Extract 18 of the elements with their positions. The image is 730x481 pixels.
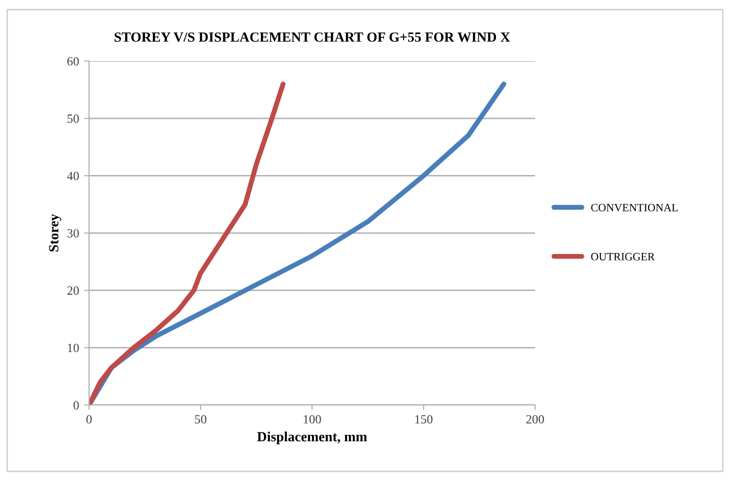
x-tick-label: 50 <box>195 415 206 424</box>
x-tick-label: 150 <box>415 415 432 424</box>
y-tick-label: 40 <box>67 172 79 180</box>
y-tick-label: 60 <box>67 57 79 66</box>
x-tick-label: 200 <box>526 415 544 424</box>
chart-title: STOREY V/S DISPLACEMENT CHART OF G+55 FOR WIND X <box>114 32 510 42</box>
legend-label: OUTRIGGER <box>591 252 655 260</box>
y-tick-label: 50 <box>68 114 79 123</box>
x-tick-label: 0 <box>86 415 92 424</box>
line-series <box>89 82 286 405</box>
x-tick-label: 100 <box>304 415 321 424</box>
y-tick-label: 20 <box>67 286 79 295</box>
legend-label: CONVENTIONAL <box>591 204 678 212</box>
y-tick-label: 30 <box>67 229 79 238</box>
x-axis-title: Displacement, mm <box>257 432 367 444</box>
y-tick-label: 0 <box>74 401 79 410</box>
y-tick-label: 10 <box>68 344 79 352</box>
y-axis-title: Storey <box>49 214 62 252</box>
